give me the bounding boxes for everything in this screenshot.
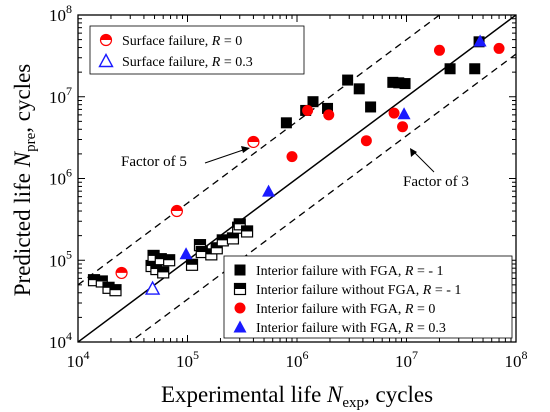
legend-interior-marker-3 (233, 320, 247, 333)
point-surface_r0-1 (170, 204, 183, 218)
legend-interior-label-0: Interior failure with FGA, R = - 1 (256, 264, 444, 279)
point-interior_fga_r0-2 (323, 109, 335, 121)
legend-interior-label-2: Interior failure with FGA, R = 0 (256, 302, 435, 317)
legend-surface: Surface failure, R = 0 Surface failure, R… (89, 25, 305, 75)
point-interior_fga_r0-3 (360, 135, 372, 147)
annotation-arrowhead-factor-3 (410, 148, 417, 157)
y-tick-label-1: 105 (49, 247, 72, 270)
y-axis-label: Predicted life Npre, cycles (10, 64, 39, 297)
legend-surface-marker-0 (99, 33, 113, 47)
legend-interior: Interior failure with FGA, R = - 1 Interi… (223, 255, 513, 339)
point-surface_r03-0 (144, 280, 161, 295)
point-interior_fga_rm1-7 (387, 76, 399, 88)
legend-interior-label-3: Interior failure with FGA, R = 0.3 (256, 321, 446, 336)
point-interior_nofga_rm1-3 (109, 284, 122, 297)
plot-frame (77, 14, 517, 343)
legend-surface-marker-1 (98, 53, 114, 68)
point-interior_nofga_rm1-9 (163, 254, 176, 267)
point-interior_nofga_rm1-18 (233, 218, 246, 231)
annotation-factor-3: Factor of 3 (403, 174, 469, 190)
series-surface_r0 (115, 135, 260, 280)
point-interior_fga_rm1-5 (353, 83, 365, 95)
legend-surface-label-0: Surface failure, R = 0 (122, 34, 242, 49)
y-tick-label-0: 104 (49, 329, 72, 352)
point-interior_fga_rm1-0 (280, 117, 292, 129)
point-interior_nofga_rm1-10 (185, 258, 199, 271)
point-interior_fga_rm1-9 (399, 78, 411, 90)
data-points (87, 34, 505, 297)
annotation-factor-5: Factor of 5 (121, 154, 187, 170)
y-tick-label-4: 108 (49, 2, 72, 25)
point-interior_fga_r0-7 (493, 42, 505, 54)
point-interior_fga_r0-0 (286, 151, 298, 163)
point-surface_r0-0 (115, 266, 128, 280)
x-tick-label-0: 104 (67, 348, 90, 371)
point-interior_fga_rm1-6 (365, 101, 377, 113)
point-interior_fga_r0-5 (397, 121, 409, 133)
point-interior_nofga_rm1-19 (240, 225, 254, 238)
annotation-arrow-factor-3 (412, 150, 435, 173)
point-interior_fga_r0-6 (433, 44, 445, 56)
point-interior_fga_rm1-8 (393, 77, 405, 89)
point-interior_fga_rm1-10 (444, 63, 456, 75)
series-interior_nofga_rm1 (87, 218, 254, 297)
point-interior_fga_r03-3 (473, 34, 487, 47)
legend-surface-label-1: Surface failure, R = 0.3 (122, 55, 253, 70)
x-tick-label-3: 107 (395, 348, 418, 371)
point-interior_nofga_rm1-15 (216, 234, 229, 247)
point-interior_fga_r0-4 (388, 107, 400, 119)
series-interior_fga_r03 (179, 34, 487, 260)
point-interior_fga_rm1-2 (307, 96, 319, 108)
point-interior_fga_rm1-4 (342, 74, 354, 86)
x-tick-label-1: 105 (176, 348, 199, 371)
x-tick-label-4: 108 (505, 348, 528, 371)
x-axis-label: Experimental life Nexp, cycles (161, 382, 433, 411)
point-interior_fga_rm1-11 (469, 63, 481, 75)
y-tick-label-3: 107 (49, 84, 72, 107)
point-interior_nofga_rm1-16 (226, 232, 240, 245)
y-tick-label-2: 106 (49, 166, 72, 189)
point-interior_fga_rm1-3 (322, 102, 334, 114)
point-surface_r0-2 (247, 135, 260, 149)
legend-interior-box (223, 255, 513, 339)
annotation-arrow-factor-5 (204, 148, 247, 164)
legend-interior-marker-2 (234, 302, 246, 314)
legend-interior-label-1: Interior failure without FGA, R = - 1 (256, 283, 461, 298)
legend-surface-box (89, 25, 305, 75)
tick-labels: 104 105 106 107 108 104 105 106 107 108 (49, 2, 528, 371)
point-interior_fga_r03-0 (179, 247, 193, 260)
point-interior_fga_r03-2 (397, 107, 411, 120)
point-interior_fga_r03-1 (262, 184, 276, 197)
point-interior_fga_r0-1 (302, 104, 314, 116)
annotations: Factor of 5 Factor of 3 (121, 146, 469, 190)
point-interior_nofga_rm1-8 (157, 266, 170, 279)
series-interior_fga_r0 (286, 42, 505, 163)
axis-ticks (78, 15, 516, 342)
legend-interior-marker-1 (233, 282, 247, 296)
series-surface_r03 (144, 280, 161, 295)
x-tick-label-2: 106 (286, 348, 309, 371)
annotation-arrowhead-factor-5 (241, 146, 250, 153)
legend-interior-marker-0 (234, 264, 246, 276)
point-interior_nofga_rm1-1 (95, 275, 108, 288)
